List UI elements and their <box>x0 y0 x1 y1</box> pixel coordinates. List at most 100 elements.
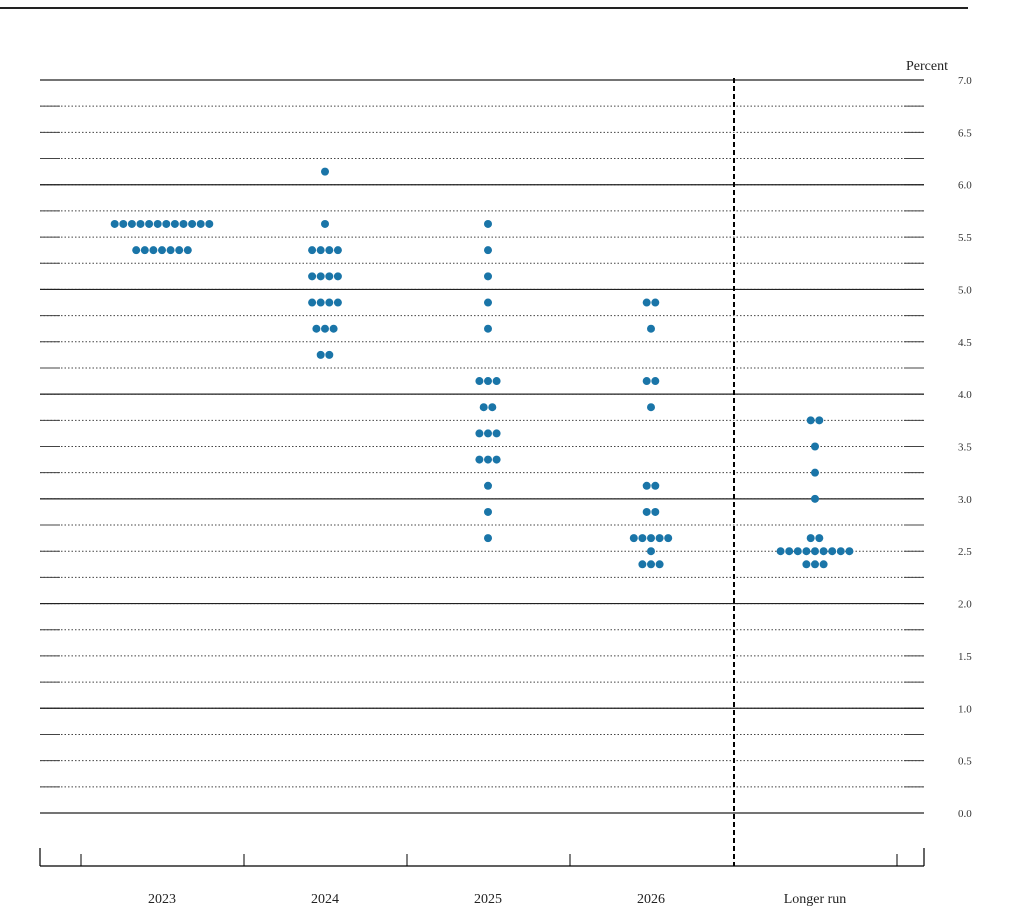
participant-dot <box>664 534 673 543</box>
participant-dot <box>647 547 655 556</box>
y-tick-label: 5.0 <box>958 284 972 296</box>
participant-dot <box>325 246 334 255</box>
participant-dot <box>802 560 811 569</box>
participant-dot <box>321 219 329 228</box>
participant-dot <box>488 403 497 412</box>
participant-dot <box>492 429 501 438</box>
participant-dot <box>828 547 837 556</box>
participant-dot <box>321 167 329 176</box>
x-category-label: 2023 <box>148 892 176 907</box>
participant-dot <box>475 377 484 386</box>
participant-dot <box>811 560 819 569</box>
participant-dot <box>642 377 651 386</box>
participant-dot <box>312 324 321 333</box>
participant-dot <box>484 324 492 333</box>
participant-dot <box>183 246 192 255</box>
participant-dot <box>492 377 501 386</box>
participant-dot <box>642 481 651 490</box>
participant-dot <box>647 324 655 333</box>
y-tick-label: 2.0 <box>958 599 972 611</box>
gridlines <box>40 79 924 814</box>
participant-dot <box>651 298 660 307</box>
participant-dot <box>811 442 819 451</box>
participant-dot <box>170 219 179 228</box>
participant-dot <box>802 547 811 556</box>
y-axis-tick-labels: 0.0 0.5 1.0 1.5 2.0 2.5 3.0 3.5 4.0 4.5 5.0 5.5 6.0 6… <box>958 75 972 820</box>
participant-dot <box>785 547 794 556</box>
y-tick-label: 1.5 <box>958 651 972 663</box>
x-category-label: 2025 <box>474 892 502 907</box>
participant-dot <box>484 481 492 490</box>
participant-dot <box>166 246 175 255</box>
participant-dot <box>153 219 162 228</box>
x-axis <box>39 848 925 867</box>
participant-dot <box>316 246 325 255</box>
y-tick-label: 6.5 <box>958 127 972 139</box>
y-axis-unit-label: Percent <box>906 59 948 74</box>
participant-dot <box>321 324 329 333</box>
x-category-label: 2024 <box>311 892 339 907</box>
participant-dot <box>325 350 334 359</box>
participant-dot <box>316 350 325 359</box>
participant-dot <box>819 560 828 569</box>
y-tick-label: 3.0 <box>958 494 972 506</box>
participant-dot <box>651 507 660 516</box>
participant-dot <box>655 560 664 569</box>
participant-dot <box>845 547 854 556</box>
participant-dot <box>806 534 815 543</box>
participant-dot <box>647 534 655 543</box>
y-tick-label: 2.5 <box>958 546 972 558</box>
y-tick-label: 4.0 <box>958 389 972 401</box>
participant-dot <box>651 481 660 490</box>
participant-dot <box>333 298 342 307</box>
participant-dot <box>647 560 655 569</box>
participant-dot <box>329 324 338 333</box>
participant-dot <box>325 298 334 307</box>
participant-dot <box>136 219 145 228</box>
participant-dot <box>776 547 785 556</box>
participant-dot <box>638 534 647 543</box>
participant-dot <box>188 219 197 228</box>
x-category-label: Longer run <box>784 892 847 907</box>
participant-dot <box>333 272 342 281</box>
participant-dot <box>647 403 655 412</box>
participant-dot <box>127 219 136 228</box>
participant-dot <box>308 246 317 255</box>
participant-dot <box>836 547 845 556</box>
participant-dot <box>132 246 141 255</box>
participant-dot <box>196 219 205 228</box>
participant-dot <box>333 246 342 255</box>
participant-dot <box>811 494 819 503</box>
dots-layer <box>110 167 854 569</box>
participant-dot <box>815 534 824 543</box>
participant-dot <box>651 377 660 386</box>
participant-dot <box>484 429 492 438</box>
y-tick-label: 0.5 <box>958 756 972 768</box>
participant-dot <box>162 219 171 228</box>
participant-dot <box>484 298 492 307</box>
participant-dot <box>140 246 149 255</box>
participant-dot <box>479 403 488 412</box>
participant-dot <box>811 547 819 556</box>
participant-dot <box>819 547 828 556</box>
participant-dot <box>484 534 492 543</box>
y-tick-label: 6.0 <box>958 180 972 192</box>
y-tick-label: 0.0 <box>958 808 972 820</box>
x-category-label: 2026 <box>637 892 665 907</box>
participant-dot <box>484 219 492 228</box>
participant-dot <box>179 219 188 228</box>
participant-dot <box>484 377 492 386</box>
participant-dot <box>119 219 128 228</box>
participant-dot <box>484 272 492 281</box>
y-tick-label: 7.0 <box>958 75 972 87</box>
participant-dot <box>638 560 647 569</box>
participant-dot <box>149 246 158 255</box>
participant-dot <box>175 246 184 255</box>
participant-dot <box>484 455 492 464</box>
participant-dot <box>325 272 334 281</box>
y-tick-label: 5.5 <box>958 232 972 244</box>
participant-dot <box>811 468 819 477</box>
participant-dot <box>110 219 119 228</box>
participant-dot <box>158 246 166 255</box>
